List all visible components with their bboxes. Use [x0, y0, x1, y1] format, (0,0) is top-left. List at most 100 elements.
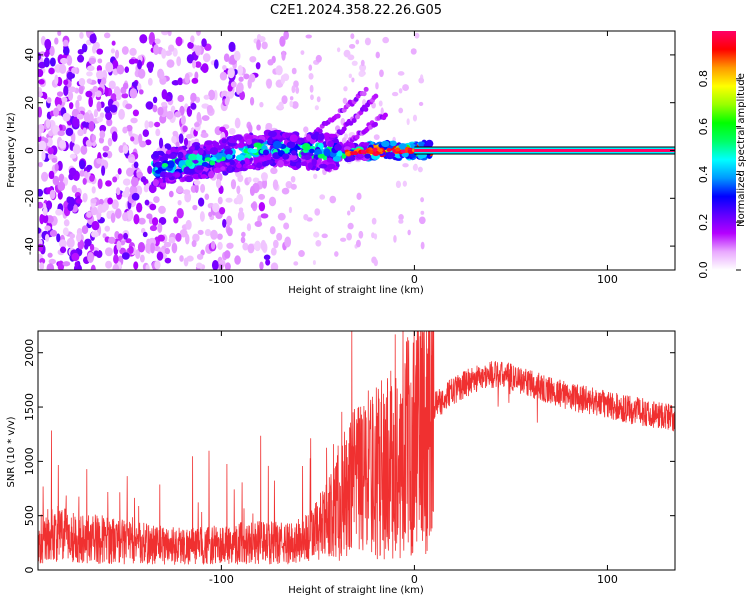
spectrogram-cell: [197, 229, 204, 236]
spectrogram-cell: [75, 99, 80, 110]
spectrogram-cell: [139, 34, 148, 44]
spectrogram-cell: [71, 67, 78, 74]
spectrogram-cell: [137, 59, 143, 70]
spectrogram-cell: [184, 192, 192, 203]
spectrogram-cell: [354, 134, 360, 140]
spectrogram-cell: [341, 126, 347, 132]
spectrogram-cell: [393, 234, 397, 243]
spectrogram-cell: [253, 142, 262, 148]
spectrogram-cell: [129, 47, 137, 56]
spectrogram-cell: [68, 167, 77, 177]
spectrogram-cell: [252, 177, 260, 183]
spectrogram-cell: [359, 63, 367, 72]
spectrogram-cell: [268, 196, 277, 207]
spectrogram-cell: [194, 71, 199, 80]
spectrogram-cell: [94, 90, 102, 98]
spectrogram-cell: [313, 231, 320, 238]
spectrogram-cell: [147, 121, 154, 128]
spectrogram-cell: [238, 76, 244, 82]
spectrogram-cell: [312, 260, 316, 265]
spectrogram-cell: [102, 152, 108, 158]
spectrogram-cell: [157, 222, 163, 234]
spectrogram-cell: [174, 172, 181, 178]
spectrogram-cell: [327, 140, 334, 148]
spectrogram-cell: [240, 236, 246, 244]
spectrogram-cell: [91, 220, 100, 231]
spectrogram-cell: [38, 78, 45, 85]
spectrogram-cell: [289, 134, 298, 143]
spectrogram-cell: [258, 193, 266, 200]
spectrogram-cell: [386, 147, 392, 152]
spectrogram-cell: [66, 55, 73, 66]
spectrogram-cell: [360, 59, 365, 67]
spectrogram-cell: [49, 229, 58, 237]
spectrogram-marks: [38, 31, 675, 270]
spectrogram-cell: [412, 114, 418, 122]
spectrogram-cell: [334, 143, 342, 151]
spectrogram-cell: [347, 54, 355, 61]
spectrogram-cell: [224, 97, 230, 106]
spectrogram-cell: [407, 149, 413, 154]
spectrogram-cell: [47, 152, 54, 160]
spectrogram-cell: [194, 183, 199, 194]
spectrogram-cell: [96, 65, 103, 72]
spectrogram-cell: [57, 130, 65, 137]
colorbar-ticks: 0.0 0.2 0.4 0.6 0.8: [697, 70, 741, 279]
spectrogram-cell: [176, 56, 182, 67]
spectrogram-cell: [283, 31, 290, 40]
spectrogram-cell: [418, 141, 425, 147]
spectrogram-cell: [259, 157, 266, 162]
colorbar-label: Normalized spectral amplitude: [736, 73, 747, 227]
spectrogram-cell: [86, 164, 93, 171]
spectrogram-cell: [43, 57, 50, 68]
spectrogram-cell: [128, 245, 134, 254]
spectrogram-cell: [179, 255, 184, 262]
spectrogram-cell: [182, 189, 191, 195]
spectrogram-cell: [153, 196, 160, 203]
spectrogram-cell: [77, 94, 82, 102]
spectrogram-cell: [192, 59, 197, 69]
snr-series-line: [38, 331, 675, 565]
spectrogram-cell: [71, 184, 78, 193]
spectrogram-cell: [398, 219, 404, 224]
spectrogram-cell: [420, 197, 425, 203]
spectrogram-cell: [137, 68, 146, 79]
spectrogram-cell: [46, 97, 52, 104]
spectrogram-cell: [229, 159, 235, 166]
spectrogram-cell: [246, 138, 252, 145]
spectrogram-cell: [355, 39, 360, 45]
spectrogram-cell: [239, 90, 246, 101]
spectrogram-cell: [133, 214, 140, 225]
spectrogram-cell: [144, 199, 150, 206]
spectrogram-cell: [228, 41, 236, 52]
spectrogram-cell: [171, 135, 177, 144]
spectrogram-cell: [351, 77, 355, 83]
spectrogram-cell: [86, 211, 92, 218]
spectrogram-cell: [38, 68, 44, 78]
spectrogram-cell: [105, 111, 113, 121]
spectrogram-cell: [418, 77, 425, 84]
spectrogram-cell: [104, 225, 111, 232]
spectrogram-cell: [57, 31, 62, 36]
spectrogram-cell: [398, 214, 404, 221]
spectrogram-cell: [201, 161, 209, 167]
spectrogram-cell: [326, 157, 333, 163]
spectrogram-cell: [154, 260, 161, 270]
spectrogram-cell: [81, 43, 88, 53]
y-tick-label: 0: [23, 147, 36, 154]
spectrogram-cell: [335, 113, 341, 119]
spectrogram-cell: [293, 80, 299, 88]
spectrogram-cell: [194, 61, 202, 68]
spectrogram-cell: [254, 220, 263, 228]
spectrogram-cell: [58, 173, 65, 183]
spectrogram-cell: [42, 206, 48, 216]
spectrogram-cell: [180, 115, 186, 126]
spectrogram-cell: [319, 163, 328, 169]
spectrogram-cell: [226, 227, 233, 237]
spectrogram-cell: [249, 185, 255, 196]
spectrogram-cell: [281, 187, 290, 195]
spectrogram-cell: [59, 239, 67, 248]
spectrogram-cell: [213, 167, 222, 174]
spectrogram-cell: [317, 153, 326, 159]
spectrogram-cell: [298, 250, 305, 258]
